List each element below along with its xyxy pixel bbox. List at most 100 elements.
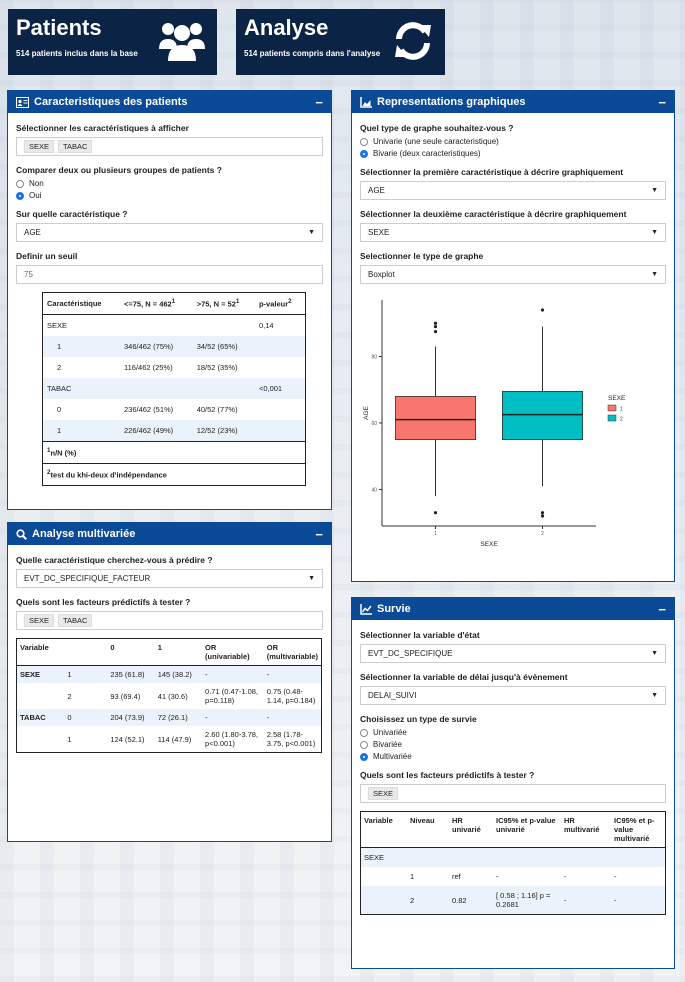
select-value: EVT_DC_SPECIFIQUE_FACTEUR: [24, 574, 151, 583]
patients-value-box: Patients 514 patients inclus dans la bas…: [8, 9, 217, 75]
threshold-input[interactable]: 75: [16, 265, 323, 284]
table-header: 0: [107, 638, 155, 666]
select-value: EVT_DC_SPECIFIQUE: [368, 649, 453, 658]
outlier-point: [433, 324, 438, 329]
compare-radio-non[interactable]: Non: [16, 179, 323, 188]
table-row: 0 236/462 (51%) 40/52 (77%): [57, 404, 238, 414]
table-row: SEXE: [360, 847, 666, 867]
analyse-title: Analyse: [244, 15, 329, 40]
tag-sexe[interactable]: SEXE: [24, 140, 55, 153]
table-row: 1 ref - - -: [410, 872, 617, 881]
table-row: 1 226/462 (49%) 12/52 (23%): [42, 419, 306, 441]
radio-button[interactable]: [360, 137, 368, 146]
legend-title: SEXE: [608, 395, 626, 402]
radio-button[interactable]: [360, 149, 368, 158]
caret-down-icon: ▼: [308, 575, 315, 582]
characteristics-panel: Caracteristiques des patients − Sélectio…: [7, 90, 332, 510]
multivariate-title: Analyse multivariée: [32, 528, 136, 540]
search-icon: [16, 528, 27, 540]
box: [394, 395, 477, 440]
table-row: 1 124 (52.1) 114 (47.9) 2.60 (1.80-3.78, p<…: [67, 730, 316, 748]
which-characteristic-select[interactable]: AGE ▼: [16, 223, 323, 242]
radio-button[interactable]: [16, 191, 24, 200]
patients-subtitle: 514 patients inclus dans la base: [16, 49, 138, 58]
tag-tabac[interactable]: TABAC: [58, 140, 93, 153]
caret-down-icon: ▼: [651, 692, 658, 699]
analyse-value-box: Analyse 514 patients compris dans l'anal…: [236, 9, 445, 75]
boxplot-chart: 40 60 80 1 2 SEXE AGE SEXE 1 2: [363, 300, 626, 548]
graph-radio-bivarie[interactable]: Bivarie (deux caracteristiques): [360, 149, 666, 158]
radio-label: Univarie (une seule caracteristique): [373, 137, 499, 146]
graphs-header: Representations graphiques −: [352, 91, 674, 113]
radio-label: Bivarie (deux caracteristiques): [373, 149, 481, 158]
graph-type-select[interactable]: Boxplot ▼: [360, 265, 666, 284]
legend-label: 2: [620, 417, 623, 423]
caret-down-icon: ▼: [651, 650, 658, 657]
threshold-label: Definir un seuil: [16, 251, 78, 261]
tag-sexe[interactable]: SEXE: [24, 614, 55, 627]
state-variable-select[interactable]: EVT_DC_SPECIFIQUE ▼: [360, 644, 666, 663]
table-row: TABAC <0,001: [42, 377, 306, 399]
radio-label: Bivariée: [373, 740, 402, 749]
survival-factors-label: Quels sont les facteurs prédictifs à tes…: [360, 770, 535, 780]
outlier-point: [540, 514, 545, 518]
predict-select[interactable]: EVT_DC_SPECIFIQUE_FACTEUR ▼: [16, 569, 323, 588]
graph-type-label: Selectionner le type de graphe: [360, 251, 484, 261]
radio-button[interactable]: [16, 179, 24, 188]
characteristics-title: Caracteristiques des patients: [34, 96, 188, 108]
survival-radio-bivariee[interactable]: Bivariée: [360, 740, 666, 749]
characteristics-multiselect[interactable]: SEXE TABAC: [16, 137, 323, 156]
table-row: SEXE 0,14: [47, 320, 274, 330]
compare-radio-oui[interactable]: Oui: [16, 191, 323, 200]
table-header: >75, N = 521: [192, 292, 255, 315]
delay-variable-select[interactable]: DELAI_SUIVI ▼: [360, 686, 666, 705]
radio-button[interactable]: [360, 728, 368, 737]
select-value: AGE: [24, 228, 41, 237]
graphs-collapse-button[interactable]: −: [658, 94, 666, 110]
table-footnote: 1n/N (%): [42, 440, 306, 463]
y-tick-label: 40: [371, 487, 377, 493]
area-chart-icon: [360, 96, 372, 108]
table-header: p-valeur2: [254, 292, 306, 315]
graph-type-question-label: Quel type de graphe souhaitez-vous ?: [360, 123, 514, 133]
multivariate-table: Variable 0 1 OR (univariable) OR (multiv…: [16, 638, 322, 753]
radio-button[interactable]: [360, 752, 368, 761]
tag-sexe[interactable]: SEXE: [368, 787, 399, 800]
y-tick-label: 60: [371, 421, 377, 427]
predict-label: Quelle caractéristique cherchez-vous à p…: [16, 555, 213, 565]
legend-label: 1: [620, 407, 623, 413]
outlier-point: [540, 511, 545, 515]
radio-label: Multivariée: [373, 752, 412, 761]
select-value: SEXE: [368, 228, 390, 237]
survival-radio-univariee[interactable]: Univariée: [360, 728, 666, 737]
factors-multiselect[interactable]: SEXE TABAC: [16, 611, 323, 630]
table-header: OR (univariable): [202, 638, 264, 666]
outlier-point: [433, 511, 438, 515]
characteristics-collapse-button[interactable]: −: [315, 94, 323, 110]
y-axis-label: AGE: [363, 405, 370, 419]
tag-tabac[interactable]: TABAC: [58, 614, 93, 627]
second-characteristic-select[interactable]: SEXE ▼: [360, 223, 666, 242]
table-header-row: Variable Niveau HR univarié IC95% et p-v…: [360, 811, 666, 848]
table-header: IC95% et p-value univarié: [493, 811, 561, 848]
graph-radio-univarie[interactable]: Univarie (une seule caracteristique): [360, 137, 666, 146]
table-row: 1 346/462 (75%) 34/52 (65%): [42, 335, 306, 357]
multivariate-collapse-button[interactable]: −: [315, 526, 323, 542]
caret-down-icon: ▼: [651, 271, 658, 278]
survival-factors-multiselect[interactable]: SEXE: [360, 784, 666, 803]
legend-swatch: [607, 404, 617, 412]
survival-type-label: Choisissez un type de survie: [360, 714, 477, 724]
table-header-row: Variable 0 1 OR (univariable) OR (multiv…: [16, 638, 322, 666]
radio-button[interactable]: [360, 740, 368, 749]
line-chart-icon: [360, 603, 372, 615]
box: [501, 390, 584, 440]
survival-radio-multivariee[interactable]: Multivariée: [360, 752, 666, 761]
first-characteristic-select[interactable]: AGE ▼: [360, 181, 666, 200]
graphs-panel: Representations graphiques − Quel type d…: [351, 90, 675, 582]
select-value: DELAI_SUIVI: [368, 691, 417, 700]
table-header: IC95% et p-value multivarié: [611, 811, 666, 848]
survival-collapse-button[interactable]: −: [658, 601, 666, 617]
sync-icon: [391, 19, 435, 65]
survival-panel: Survie − Sélectionner la variable d'état…: [351, 597, 675, 969]
outlier-point: [540, 308, 545, 312]
